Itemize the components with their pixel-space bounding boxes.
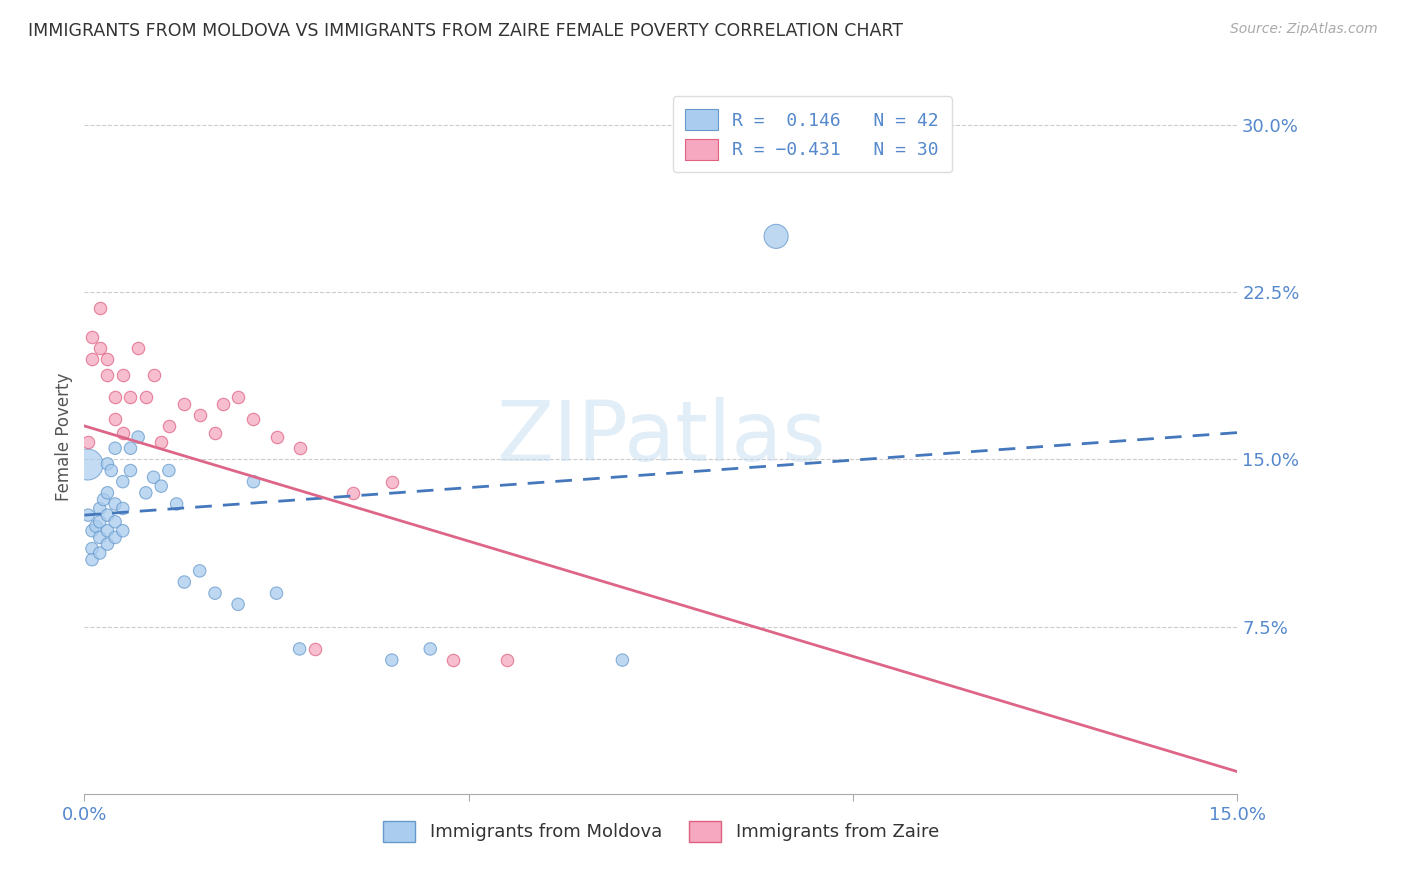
Point (89, 341, 111, 355)
Point (77, 434, 100, 449)
Point (89, 530, 111, 544)
Legend: Immigrants from Moldova, Immigrants from Zaire: Immigrants from Moldova, Immigrants from… (375, 814, 946, 849)
Point (288, 642, 311, 657)
Point (96, 351, 118, 366)
Point (173, 575, 195, 590)
Point (242, 412, 264, 426)
Point (80, 552, 103, 567)
Point (441, 653, 464, 667)
Point (342, 485, 364, 500)
Point (104, 515, 127, 529)
Point (381, 475, 404, 489)
Point (496, 653, 519, 667)
Point (204, 586, 226, 600)
Point (89, 501, 111, 516)
Point (104, 530, 127, 544)
Point (120, 390, 142, 404)
Point (96, 368, 118, 382)
Point (120, 464, 142, 478)
Point (150, 434, 173, 449)
Point (80, 351, 103, 366)
Point (142, 470, 165, 484)
Text: ZIPatlas: ZIPatlas (496, 397, 825, 477)
Point (104, 442, 127, 455)
Point (226, 390, 249, 404)
Point (127, 430, 149, 444)
Point (111, 425, 134, 440)
Point (304, 642, 326, 657)
Point (142, 368, 165, 382)
Text: IMMIGRANTS FROM MOLDOVA VS IMMIGRANTS FROM ZAIRE FEMALE POVERTY CORRELATION CHAR: IMMIGRANTS FROM MOLDOVA VS IMMIGRANTS FR… (28, 22, 903, 40)
Point (765, 229, 787, 244)
Point (100, 464, 122, 478)
Point (135, 485, 157, 500)
Point (381, 653, 404, 667)
Y-axis label: Female Poverty: Female Poverty (55, 373, 73, 501)
Point (242, 475, 264, 489)
Point (104, 390, 127, 404)
Point (77, 508, 100, 523)
Point (111, 368, 134, 382)
Point (166, 497, 188, 511)
Point (111, 501, 134, 516)
Point (419, 642, 441, 657)
Point (135, 390, 157, 404)
Point (93, 492, 115, 507)
Point (157, 464, 180, 478)
Point (96, 485, 118, 500)
Point (120, 442, 142, 455)
Text: Source: ZipAtlas.com: Source: ZipAtlas.com (1230, 22, 1378, 37)
Point (211, 396, 233, 410)
Point (96, 457, 118, 471)
Point (288, 442, 311, 455)
Point (96, 537, 118, 551)
Point (173, 396, 195, 410)
Point (111, 475, 134, 489)
Point (204, 425, 226, 440)
Point (89, 301, 111, 315)
Point (150, 479, 173, 493)
Point (127, 341, 149, 355)
Point (84, 519, 107, 533)
Point (188, 408, 211, 422)
Point (80, 330, 103, 344)
Point (104, 497, 127, 511)
Point (612, 653, 634, 667)
Point (157, 418, 180, 433)
Point (96, 524, 118, 538)
Point (80, 541, 103, 556)
Point (96, 508, 118, 523)
Point (80, 524, 103, 538)
Point (266, 430, 288, 444)
Point (104, 412, 127, 426)
Point (89, 515, 111, 529)
Point (89, 546, 111, 560)
Point (111, 524, 134, 538)
Point (76, 457, 98, 471)
Point (188, 564, 211, 578)
Point (266, 586, 288, 600)
Point (226, 598, 249, 612)
